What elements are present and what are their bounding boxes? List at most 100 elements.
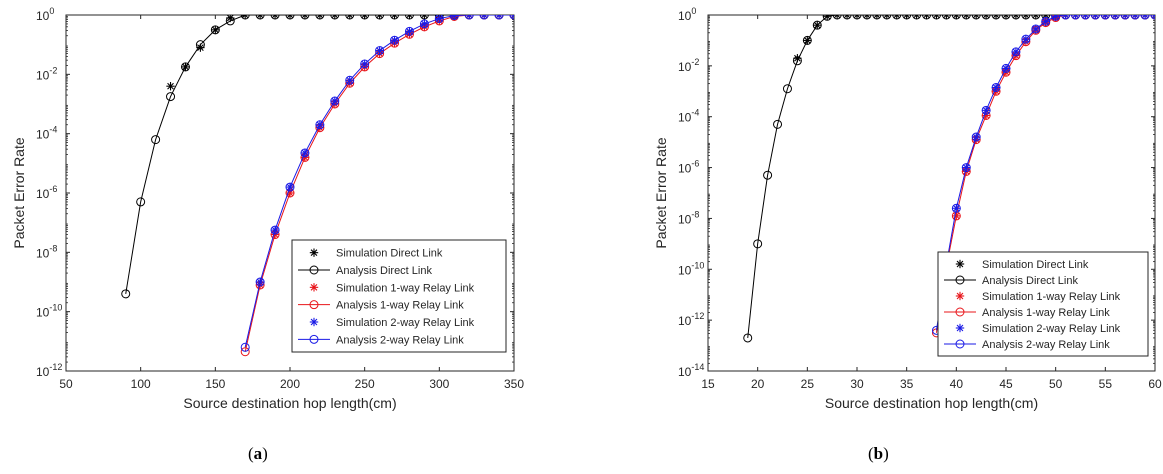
panel-b-series-0-point-stroke bbox=[853, 15, 858, 19]
panel-b-series-0-point-stroke bbox=[913, 15, 918, 19]
panel-b-series-4-point-stroke bbox=[1062, 15, 1067, 19]
panel-a-series-5-point bbox=[449, 15, 459, 21]
panel-b-series-1-point bbox=[763, 170, 773, 180]
panel-b-series-0-point-stroke bbox=[1032, 15, 1037, 19]
panel-a-series-1-point bbox=[345, 15, 355, 20]
panel-b-series-0-point-stroke bbox=[985, 15, 990, 19]
panel-a-series-1-point bbox=[285, 15, 295, 20]
panel-b-series-0-point-stroke bbox=[923, 15, 928, 19]
panel-a-y-tick-label: 10-8 bbox=[36, 243, 57, 260]
panel-b-series-1-line bbox=[747, 15, 1155, 338]
panel-a-legend-item: Simulation 2-way Relay Link bbox=[309, 317, 475, 329]
panel-a-legend-label: Simulation Direct Link bbox=[336, 248, 443, 260]
panel-b-series-5-point bbox=[1051, 15, 1061, 21]
panel-a-series-1-point bbox=[166, 92, 176, 102]
panel-a-series-1-point bbox=[300, 15, 310, 20]
panel-a-series-5-point bbox=[285, 182, 295, 192]
panel-a-series-0-point-stroke bbox=[378, 15, 383, 19]
panel-a-y-tick-label: 10-6 bbox=[36, 184, 57, 201]
panel-b-series-0-point-stroke bbox=[972, 15, 977, 19]
panel-a-series-5-point bbox=[315, 120, 325, 130]
panel-b-series-1-point bbox=[773, 119, 783, 129]
panel-a-series-4-point-stroke bbox=[498, 15, 503, 19]
panel-a-y-tick-label: 10-10 bbox=[36, 303, 62, 320]
panel-b-series-5-point bbox=[961, 163, 971, 173]
panel-b-x-tick-label: 60 bbox=[1148, 377, 1162, 391]
panel-b-legend-marker-stroke bbox=[956, 324, 964, 332]
panel-b-y-tick-label: 100 bbox=[678, 6, 696, 23]
panel-b-series-1-point bbox=[941, 15, 951, 20]
panel-a-series-0-point-stroke bbox=[289, 15, 294, 19]
panel-a-legend-item: Simulation 1-way Relay Link bbox=[309, 282, 475, 294]
panel-b-y-tick-label: 10-4 bbox=[678, 108, 699, 125]
panel-b-series-4-point-stroke bbox=[1094, 15, 1099, 19]
panel-a-series-0-point-stroke bbox=[244, 15, 249, 19]
panel-a-legend-marker bbox=[309, 265, 319, 275]
panel-a-legend-marker bbox=[309, 248, 319, 257]
panel-b-series-5-point bbox=[991, 82, 1001, 92]
panel-b-series-0-point-stroke bbox=[965, 15, 970, 19]
panel-b-series-1-point bbox=[753, 239, 763, 249]
panel-b-series-0-point-stroke bbox=[836, 15, 841, 19]
panel-b: 15 20 25 30 35 40 45 50 55 60 100 10-2 10-4 10-6 10-8 1… bbox=[653, 6, 1162, 411]
panel-b-series-0-point-stroke bbox=[886, 15, 891, 19]
panel-a-series-1-point bbox=[270, 15, 280, 20]
panel-b-series-0-point-stroke bbox=[1044, 15, 1050, 19]
panel-b-series-4-point-stroke bbox=[1131, 15, 1136, 19]
panel-b-y-tick-label: 10-14 bbox=[678, 362, 704, 379]
panel-b-series-0-point-stroke bbox=[925, 15, 930, 19]
panel-a-x-tick-label: 200 bbox=[280, 377, 300, 391]
panel-a-legend-label: Analysis Direct Link bbox=[336, 265, 432, 277]
panel-b-series-0-point-stroke bbox=[915, 15, 920, 19]
panel-b-series-1-point bbox=[912, 15, 922, 20]
panel-b-series-5-point bbox=[1061, 15, 1071, 20]
panel-a-series-0-point-stroke bbox=[319, 15, 324, 19]
panel-a: 50 100 150 200 250 300 350 100 10-2 10-4 10-6 10-8 1… bbox=[11, 6, 524, 411]
panel-b-series-0-point-stroke bbox=[975, 15, 980, 19]
panel-a-series-1-point bbox=[375, 15, 385, 20]
panel-b-series-5-point bbox=[1011, 47, 1021, 57]
panel-a-series-1-point bbox=[121, 289, 131, 299]
panel-a-series-0-point-stroke bbox=[226, 15, 234, 22]
caption-b-close: ) bbox=[883, 444, 889, 463]
panel-a-series-0-point-stroke bbox=[274, 15, 279, 19]
panel-b-series-1-point bbox=[862, 15, 872, 20]
panel-b-x-tick-label: 25 bbox=[801, 377, 815, 391]
panel-b-legend-marker bbox=[955, 275, 965, 285]
panel-a-series-5-point bbox=[255, 277, 265, 287]
panel-b-series-4-point-stroke bbox=[1074, 15, 1079, 19]
panel-b-series-0-point-stroke bbox=[995, 15, 1000, 19]
panel-a-legend-marker bbox=[309, 334, 319, 344]
panel-a-legend-label: Simulation 1-way Relay Link bbox=[336, 282, 475, 294]
panel-a-x-tick-label: 100 bbox=[131, 377, 151, 391]
panel-b-x-tick-label: 55 bbox=[1099, 377, 1113, 391]
panel-a-series-5-point bbox=[419, 19, 429, 29]
panel-a-series-0-point-stroke bbox=[348, 15, 354, 19]
panel-b-legend-label: Simulation 2-way Relay Link bbox=[982, 323, 1121, 335]
panel-b-series-0-point-stroke bbox=[1005, 15, 1010, 19]
panel-b-series-0-point-stroke bbox=[952, 15, 958, 19]
panel-b-y-tick-label: 10-6 bbox=[678, 159, 699, 176]
panel-b-series-1-point bbox=[802, 35, 812, 45]
panel-a-series-0-point-stroke bbox=[393, 15, 398, 19]
caption-a-open: ( bbox=[248, 444, 254, 463]
panel-b-series-5-point bbox=[1130, 15, 1140, 20]
panel-b-series-0-point-stroke bbox=[992, 15, 997, 19]
panel-b-legend-label: Simulation Direct Link bbox=[982, 259, 1089, 271]
panel-a-legend-marker-stroke bbox=[310, 318, 318, 326]
panel-a-series-0-point-stroke bbox=[259, 15, 264, 19]
panel-b-legend-marker bbox=[955, 307, 965, 317]
panel-a-series-5-point bbox=[375, 46, 385, 56]
panel-a-series-0-point bbox=[166, 82, 175, 91]
panel-a-legend-item: Analysis 1-way Relay Link bbox=[298, 300, 464, 312]
panel-b-series-5-point bbox=[1090, 15, 1100, 20]
panel-b-series-1-point bbox=[951, 15, 961, 20]
panel-b-series-0-point-stroke bbox=[1015, 15, 1020, 19]
panel-b-x-axis-label: Source destination hop length(cm) bbox=[825, 395, 1038, 411]
panel-a-series-0-point-stroke bbox=[286, 15, 291, 19]
panel-a-series-0-point-stroke bbox=[304, 15, 309, 19]
panel-b-series-1-point bbox=[822, 15, 832, 21]
panel-b-legend-label: Simulation 1-way Relay Link bbox=[982, 291, 1121, 303]
caption-a: (a) bbox=[248, 444, 268, 464]
panel-b-series-0-point-stroke bbox=[833, 15, 838, 19]
